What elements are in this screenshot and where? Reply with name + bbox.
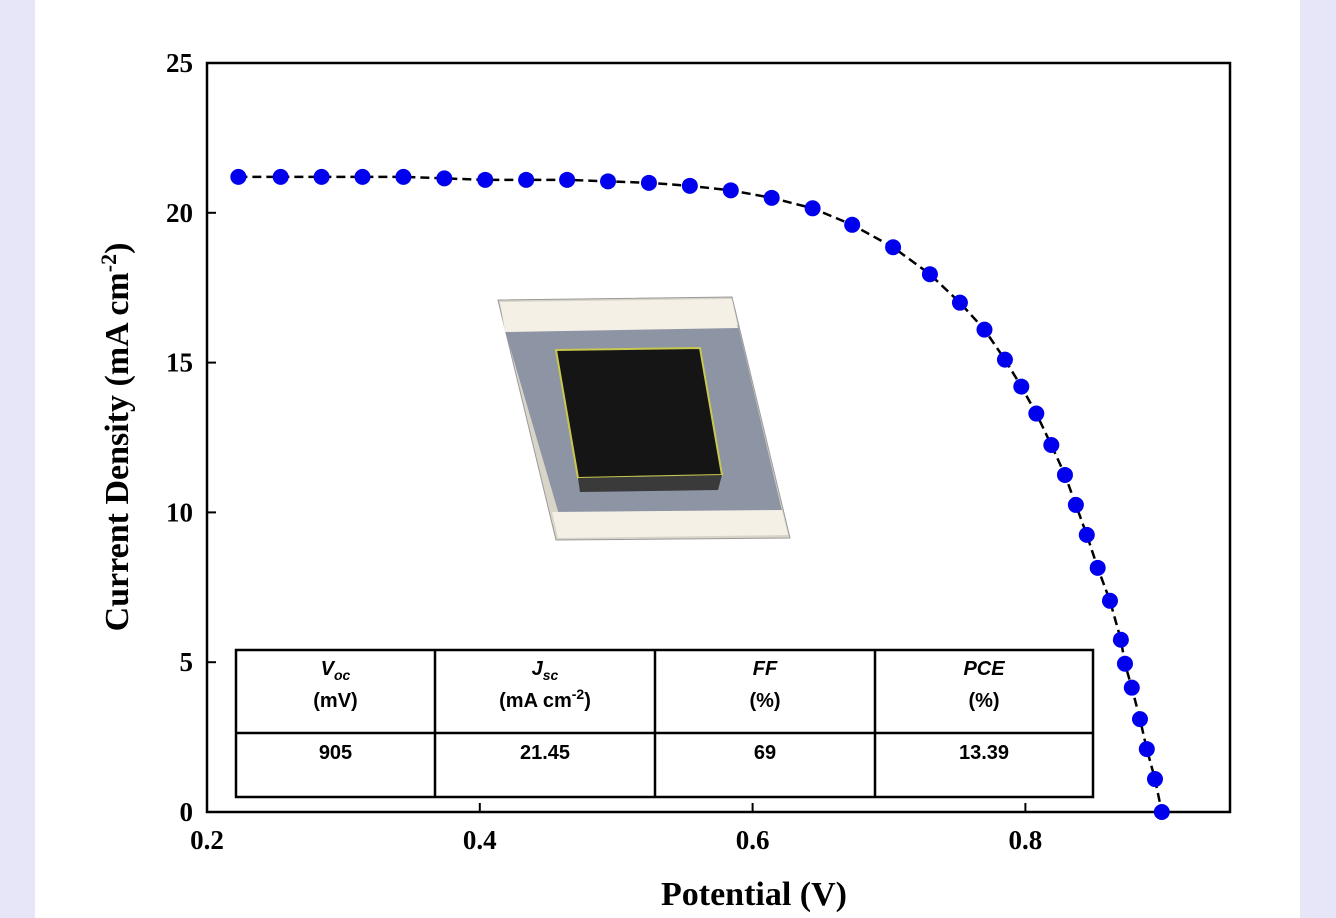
data-point: [764, 190, 780, 206]
data-point: [1124, 680, 1140, 696]
data-point: [273, 169, 289, 185]
table-header-symbol: PCE: [963, 658, 1005, 680]
x-tick-label: 0.2: [190, 825, 224, 855]
data-point: [230, 169, 246, 185]
y-tick-label: 0: [180, 797, 194, 827]
data-point: [997, 352, 1013, 368]
chart: Potential (V) Current Density (mA cm-2) …: [0, 0, 1336, 918]
data-point: [1117, 656, 1133, 672]
data-point: [436, 170, 452, 186]
subscript: sc: [543, 667, 559, 683]
data-point: [682, 178, 698, 194]
device-photo: [498, 297, 790, 540]
data-point: [952, 295, 968, 311]
symbol: FF: [753, 658, 778, 680]
data-point: [1028, 406, 1044, 422]
table-cell: 905: [319, 742, 352, 764]
table-header-unit: (%): [749, 690, 780, 712]
data-point: [395, 169, 411, 185]
data-point: [641, 175, 657, 191]
superscript: -2: [572, 686, 585, 702]
subscript: oc: [334, 667, 351, 683]
unit-end: ): [584, 690, 591, 712]
data-point: [477, 172, 493, 188]
data-point: [885, 239, 901, 255]
y-axis-label: Current Density (mA cm-2): [96, 243, 136, 632]
data-point: [1102, 593, 1118, 609]
unit: (%): [968, 690, 999, 712]
data-point: [844, 217, 860, 233]
data-point: [976, 322, 992, 338]
table-cell: 69: [754, 742, 776, 764]
data-point: [1057, 467, 1073, 483]
symbol: PCE: [963, 658, 1005, 680]
data-point: [600, 173, 616, 189]
data-point: [1132, 711, 1148, 727]
table-cell: 21.45: [520, 742, 570, 764]
unit: (mV): [313, 690, 357, 712]
data-point: [1043, 437, 1059, 453]
data-point: [518, 172, 534, 188]
y-tick-label: 10: [166, 497, 193, 527]
table-header-unit: (%): [968, 690, 999, 712]
x-tick-label: 0.8: [1009, 825, 1043, 855]
table-header-unit: (mV): [313, 690, 357, 712]
unit: (mA cm: [499, 690, 572, 712]
page: {"chart_data": {"type": "line", "x_label…: [0, 0, 1336, 918]
data-point: [922, 266, 938, 282]
y-tick-label: 20: [166, 198, 193, 228]
data-point: [314, 169, 330, 185]
y-tick-label: 25: [166, 48, 193, 78]
x-tick-label: 0.4: [463, 825, 497, 855]
data-point: [1079, 527, 1095, 543]
data-point: [559, 172, 575, 188]
y-tick-label: 5: [180, 647, 194, 677]
x-tick-label: 0.6: [736, 825, 770, 855]
data-point: [805, 200, 821, 216]
data-point: [354, 169, 370, 185]
x-axis-label: Potential (V): [661, 876, 847, 913]
data-point: [1139, 741, 1155, 757]
data-point: [723, 182, 739, 198]
y-tick-label: 15: [166, 348, 193, 378]
data-point: [1068, 497, 1084, 513]
data-point: [1113, 632, 1129, 648]
data-point: [1154, 804, 1170, 820]
table-cell: 13.39: [959, 742, 1009, 764]
data-point: [1013, 379, 1029, 395]
data-point: [1147, 771, 1163, 787]
table-header-symbol: FF: [753, 658, 778, 680]
data-point: [1090, 560, 1106, 576]
unit: (%): [749, 690, 780, 712]
